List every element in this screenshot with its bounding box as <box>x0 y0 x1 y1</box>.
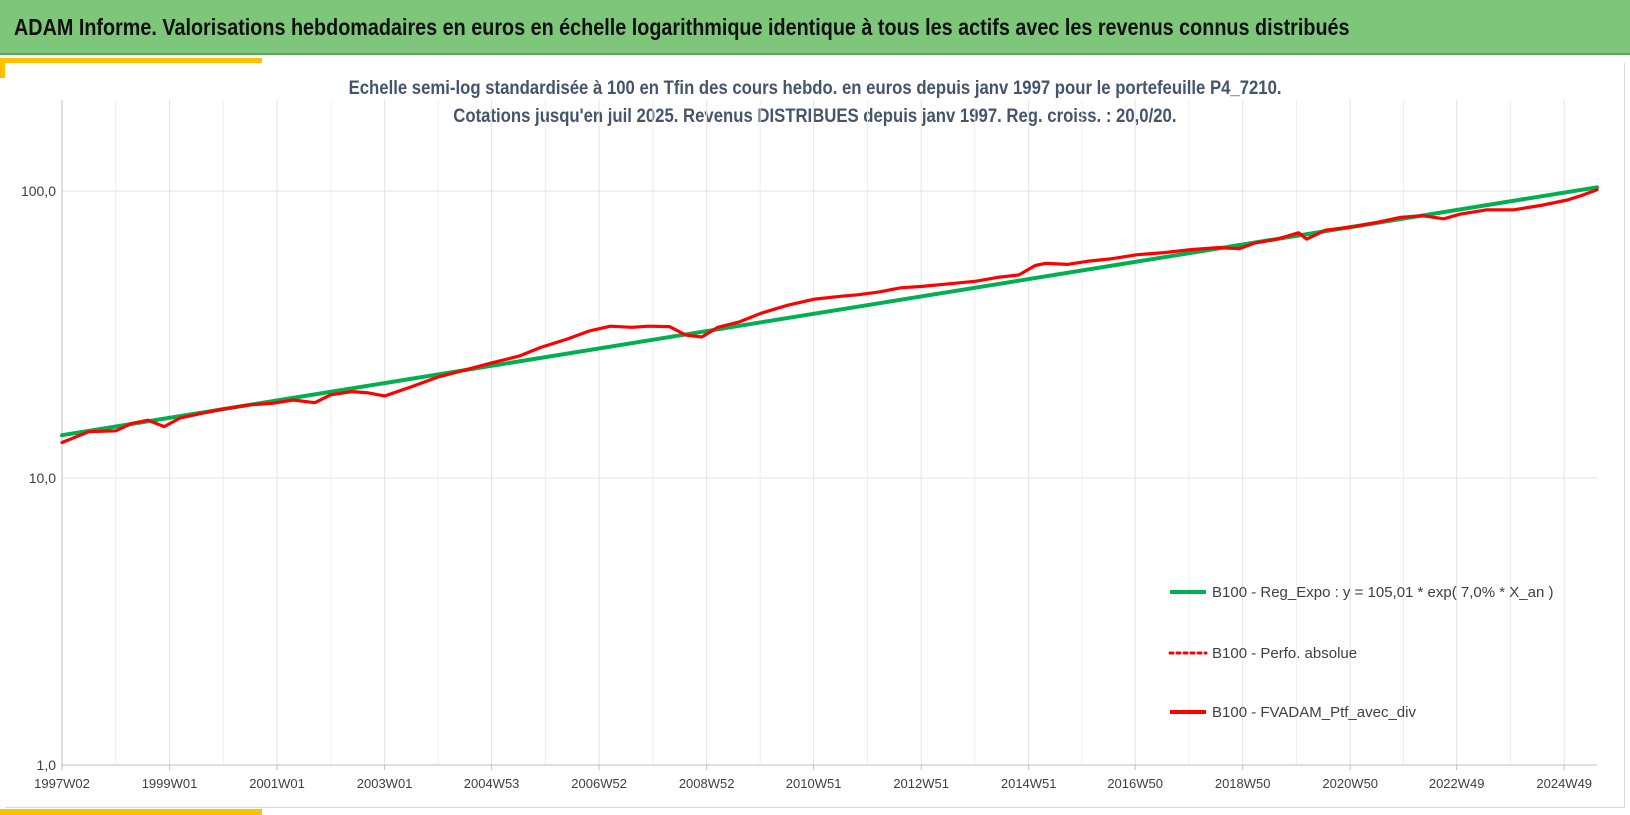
grid <box>61 100 1597 766</box>
x-tick-label: 2020W50 <box>1322 776 1378 791</box>
x-tick-label: 2010W51 <box>786 776 842 791</box>
x-tick-label: 1997W02 <box>34 776 90 791</box>
corner-accent-top <box>0 58 262 63</box>
x-tick-label: 2003W01 <box>357 776 413 791</box>
x-tick-label: 2018W50 <box>1215 776 1271 791</box>
chart-frame <box>5 63 1625 808</box>
corner-accent-bottom <box>0 809 262 815</box>
x-tick-label: 2006W52 <box>571 776 627 791</box>
report-title: ADAM Informe. Valorisations hebdomadaire… <box>14 14 1350 40</box>
legend: B100 - Reg_Expo : y = 105,01 * exp( 7,0%… <box>1168 584 1553 721</box>
series-layer <box>60 185 1599 445</box>
legend-label: B100 - Perfo. absolue <box>1212 645 1357 662</box>
x-tick-label: 2004W53 <box>464 776 520 791</box>
chart-subtitle: Cotations jusqu'en juil 2025. Revenus DI… <box>0 106 1630 128</box>
x-tick-label: 2016W50 <box>1107 776 1163 791</box>
x-tick-label: 2001W01 <box>249 776 305 791</box>
x-tick-label: 2022W49 <box>1429 776 1485 791</box>
y-tick-label: 10,0 <box>29 470 56 486</box>
corner-accent-left <box>0 58 5 78</box>
chart-title: Echelle semi-log standardisée à 100 en T… <box>0 78 1630 100</box>
x-tick-label: 2024W49 <box>1536 776 1592 791</box>
chart-title-text: Echelle semi-log standardisée à 100 en T… <box>348 78 1282 99</box>
y-tick-label: 100,0 <box>21 183 56 199</box>
chart-subtitle-text: Cotations jusqu'en juil 2025. Revenus DI… <box>453 106 1177 127</box>
x-tick-label: 2014W51 <box>1001 776 1057 791</box>
portfolio-line <box>60 188 1599 445</box>
legend-label: B100 - FVADAM_Ptf_avec_div <box>1212 704 1416 721</box>
x-tick-label: 2008W52 <box>679 776 735 791</box>
y-tick-label: 1,0 <box>37 757 57 773</box>
legend-label: B100 - Reg_Expo : y = 105,01 * exp( 7,0%… <box>1212 584 1553 601</box>
x-tick-label: 1999W01 <box>142 776 198 791</box>
x-tick-label: 2012W51 <box>893 776 949 791</box>
axes: 1997W02 1999W01 2001W01 2003W01 2004W53 2006W… <box>21 100 1597 791</box>
header-banner: ADAM Informe. Valorisations hebdomadaire… <box>0 0 1630 55</box>
